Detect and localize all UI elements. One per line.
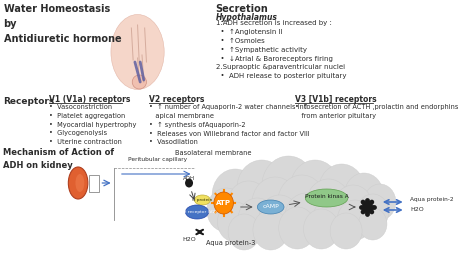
Text: Peritubular capillary: Peritubular capillary: [128, 157, 188, 162]
Circle shape: [259, 195, 300, 241]
Circle shape: [313, 196, 352, 240]
Ellipse shape: [132, 75, 146, 89]
Text: ATP: ATP: [216, 200, 231, 206]
Circle shape: [279, 207, 316, 249]
Ellipse shape: [257, 200, 284, 214]
Circle shape: [285, 193, 328, 241]
Text: ADH receptor (V2): ADH receptor (V2): [177, 210, 217, 214]
Circle shape: [185, 178, 193, 188]
Text: ADH: ADH: [183, 176, 195, 181]
Ellipse shape: [111, 15, 164, 89]
Circle shape: [262, 156, 315, 216]
Ellipse shape: [194, 195, 210, 205]
Circle shape: [237, 160, 287, 216]
Text: V2 receptors: V2 receptors: [149, 95, 204, 104]
Circle shape: [207, 188, 246, 232]
Circle shape: [319, 164, 365, 216]
Circle shape: [344, 173, 383, 217]
Text: Secretion: Secretion: [216, 4, 268, 14]
Text: cAMP: cAMP: [262, 205, 279, 210]
Circle shape: [278, 175, 326, 229]
Text: •  ↑ secretion of ACTH ,prolactin and endorphins
   from anterior pituitary: • ↑ secretion of ACTH ,prolactin and end…: [295, 104, 458, 119]
Circle shape: [218, 202, 253, 242]
Circle shape: [337, 200, 373, 240]
Ellipse shape: [68, 167, 88, 199]
Circle shape: [357, 194, 389, 230]
FancyBboxPatch shape: [89, 174, 99, 192]
Circle shape: [212, 169, 258, 221]
Text: H2O: H2O: [182, 237, 196, 242]
Text: •  ↑ number of Aquaporin-2 water channels into
   apical membrane
•  ↑ synthesis: • ↑ number of Aquaporin-2 water channels…: [149, 104, 310, 145]
Circle shape: [330, 213, 362, 249]
Text: V3 [V1b] receptors: V3 [V1b] receptors: [295, 95, 376, 104]
Text: Water Homeostasis
by
Antidiuretic hormone: Water Homeostasis by Antidiuretic hormon…: [3, 4, 121, 44]
Circle shape: [364, 184, 396, 220]
Circle shape: [238, 198, 277, 242]
Text: H2O: H2O: [410, 207, 424, 212]
Circle shape: [290, 160, 340, 216]
Circle shape: [303, 209, 339, 249]
Text: 1.ADH secretion is increased by :
  •  ↑Angiotensin II
  •  ↑Osmoles
  •  ↑Sympa: 1.ADH secretion is increased by : • ↑Ang…: [216, 20, 346, 79]
Circle shape: [252, 177, 298, 229]
Text: Mechanism of Action of
ADH on kidney: Mechanism of Action of ADH on kidney: [3, 148, 114, 169]
Text: Aqua protein-3: Aqua protein-3: [206, 240, 255, 246]
Text: Protein kinas A: Protein kinas A: [305, 194, 348, 200]
Circle shape: [214, 192, 233, 214]
Circle shape: [306, 179, 351, 229]
Text: Basolateral membrane: Basolateral membrane: [175, 150, 251, 156]
Circle shape: [227, 181, 270, 229]
Circle shape: [358, 208, 387, 240]
Circle shape: [228, 214, 260, 250]
Ellipse shape: [75, 174, 84, 192]
Text: Aqua protein-2: Aqua protein-2: [410, 197, 454, 202]
Text: G protein: G protein: [192, 198, 212, 202]
Text: Receptors: Receptors: [3, 97, 54, 106]
Text: Hypothalamus: Hypothalamus: [216, 13, 278, 22]
Circle shape: [253, 210, 289, 250]
Ellipse shape: [185, 205, 209, 219]
Text: •  Vasoconstriction
•  Platelet aggregation
•  Myocardial hypertrophy
•  Glycoge: • Vasoconstriction • Platelet aggregatio…: [49, 104, 136, 145]
Circle shape: [334, 185, 373, 229]
Ellipse shape: [305, 189, 348, 207]
Text: V1 (V1a) receptors: V1 (V1a) receptors: [49, 95, 130, 104]
